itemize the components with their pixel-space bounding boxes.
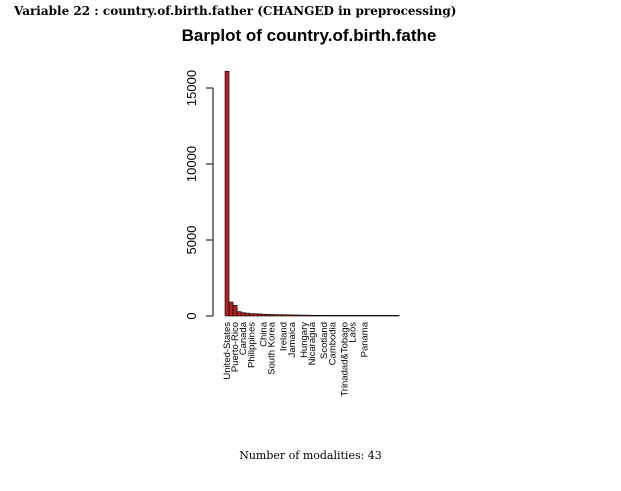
bar	[346, 315, 351, 317]
bar	[249, 313, 254, 317]
x-tick-label: Nicaragua	[307, 321, 318, 365]
bar	[273, 314, 278, 317]
x-tick-label: China	[258, 321, 269, 347]
bar	[338, 315, 343, 317]
x-tick-labels: United-StatesPuerto-RicoCanadaPhilippine…	[222, 321, 371, 396]
bar	[265, 314, 270, 317]
x-tick-label: Trinadad&Tobago	[339, 322, 350, 397]
bar	[366, 315, 372, 317]
bar	[325, 315, 331, 317]
y-axis: 0 5000 10000 15000	[184, 70, 214, 320]
bar	[354, 315, 359, 317]
bar	[342, 315, 347, 317]
bar	[301, 314, 307, 317]
bar	[236, 311, 242, 317]
bar	[362, 315, 368, 317]
bar	[285, 314, 291, 317]
y-tick-label: 5000	[184, 226, 199, 255]
bar	[321, 315, 327, 317]
bar	[293, 314, 299, 317]
bar	[386, 315, 392, 317]
bar	[244, 312, 250, 317]
bar	[289, 314, 295, 317]
x-tick-label: Jamaica	[287, 321, 298, 357]
bar	[277, 314, 282, 317]
bars-group	[224, 70, 400, 317]
bar	[317, 315, 323, 317]
bar	[329, 315, 335, 317]
bar	[309, 314, 315, 317]
x-tick-label: Canada	[238, 321, 249, 355]
x-tick-label: Panama	[360, 321, 371, 357]
x-tick-label: Cambodia	[327, 321, 338, 365]
bar	[382, 315, 388, 317]
bar	[240, 312, 246, 317]
bar	[334, 315, 339, 317]
bar	[370, 315, 376, 317]
y-tick-label: 0	[184, 312, 199, 319]
bar	[305, 314, 311, 317]
bar	[281, 314, 287, 317]
x-tick-label: South Korea	[267, 321, 278, 375]
bar	[253, 313, 258, 317]
bar	[390, 315, 396, 317]
x-tick-label: Ireland	[279, 322, 290, 351]
bar	[232, 305, 238, 317]
bar	[378, 315, 384, 317]
bar	[224, 70, 230, 317]
y-tick-label: 15000	[184, 70, 199, 106]
modalities-count: Number of modalities: 43	[239, 449, 382, 462]
x-tick-label: Puerto-Rico	[230, 322, 241, 372]
bar	[228, 301, 234, 317]
bar	[269, 314, 274, 317]
bar	[257, 313, 262, 317]
x-tick-label: United-States	[222, 322, 233, 380]
bar	[350, 315, 355, 317]
bar	[297, 314, 303, 317]
bar	[394, 315, 400, 317]
x-tick-label: Philippines	[246, 322, 257, 368]
bar	[313, 314, 319, 317]
bar	[358, 315, 363, 317]
x-tick-label: Hungary	[299, 322, 310, 358]
variable-header: Variable 22 : country.of.birth.father (C…	[14, 4, 457, 18]
chart-title: Barplot of country.of.birth.fathe	[182, 26, 437, 45]
x-tick-label: Laos	[348, 322, 359, 343]
y-tick-label: 10000	[184, 146, 199, 182]
x-tick-label: Scotland	[319, 322, 330, 359]
bar	[374, 315, 380, 317]
bar	[261, 313, 266, 317]
